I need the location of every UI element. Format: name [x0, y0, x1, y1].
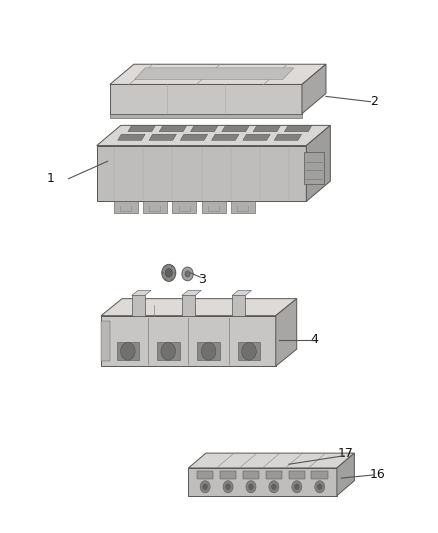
Circle shape: [161, 342, 176, 360]
Polygon shape: [289, 471, 305, 479]
Polygon shape: [97, 146, 306, 201]
Polygon shape: [232, 295, 245, 316]
Circle shape: [318, 484, 322, 490]
Polygon shape: [243, 471, 259, 479]
Polygon shape: [149, 134, 177, 140]
Polygon shape: [110, 84, 302, 114]
Polygon shape: [159, 126, 187, 132]
Circle shape: [165, 269, 172, 277]
Polygon shape: [172, 201, 196, 213]
Polygon shape: [197, 471, 213, 479]
Circle shape: [272, 484, 276, 490]
Polygon shape: [113, 201, 138, 213]
Polygon shape: [284, 126, 312, 132]
Text: 4: 4: [310, 333, 318, 346]
Polygon shape: [198, 342, 220, 360]
Circle shape: [203, 484, 208, 490]
Polygon shape: [276, 298, 297, 366]
Circle shape: [120, 342, 135, 360]
Polygon shape: [118, 134, 145, 140]
Polygon shape: [132, 290, 151, 295]
Circle shape: [246, 481, 256, 493]
Polygon shape: [191, 126, 218, 132]
Polygon shape: [220, 471, 237, 479]
Circle shape: [185, 271, 190, 277]
Text: 17: 17: [338, 447, 353, 460]
Polygon shape: [128, 126, 155, 132]
Polygon shape: [188, 453, 354, 468]
Polygon shape: [101, 316, 276, 366]
Polygon shape: [311, 471, 328, 479]
Polygon shape: [253, 126, 280, 132]
Polygon shape: [302, 64, 326, 114]
Circle shape: [269, 481, 279, 493]
Polygon shape: [212, 134, 239, 140]
Polygon shape: [180, 134, 208, 140]
Circle shape: [242, 342, 256, 360]
Polygon shape: [110, 64, 326, 84]
Polygon shape: [143, 201, 167, 213]
Text: 16: 16: [369, 469, 385, 481]
Circle shape: [182, 267, 193, 281]
Polygon shape: [243, 134, 270, 140]
Text: 1: 1: [47, 172, 55, 185]
Circle shape: [162, 264, 176, 281]
Polygon shape: [266, 471, 282, 479]
Polygon shape: [97, 125, 330, 146]
Polygon shape: [110, 114, 302, 118]
Polygon shape: [238, 342, 260, 360]
Polygon shape: [274, 134, 301, 140]
Circle shape: [201, 342, 216, 360]
Polygon shape: [231, 201, 255, 213]
Circle shape: [223, 481, 233, 493]
Polygon shape: [132, 295, 145, 316]
Polygon shape: [182, 295, 195, 316]
Polygon shape: [101, 321, 110, 361]
Polygon shape: [101, 298, 297, 316]
Polygon shape: [117, 342, 139, 360]
Circle shape: [249, 484, 253, 490]
Text: 2: 2: [370, 95, 378, 108]
Polygon shape: [304, 152, 324, 184]
Circle shape: [315, 481, 325, 493]
Polygon shape: [134, 68, 294, 79]
Polygon shape: [201, 201, 226, 213]
Polygon shape: [157, 342, 180, 360]
Circle shape: [292, 481, 302, 493]
Polygon shape: [232, 290, 251, 295]
Text: 3: 3: [198, 273, 206, 286]
Polygon shape: [222, 126, 249, 132]
Circle shape: [200, 481, 210, 493]
Circle shape: [294, 484, 299, 490]
Polygon shape: [182, 290, 201, 295]
Polygon shape: [337, 453, 354, 496]
Polygon shape: [188, 468, 337, 496]
Polygon shape: [306, 125, 330, 201]
Circle shape: [226, 484, 230, 490]
